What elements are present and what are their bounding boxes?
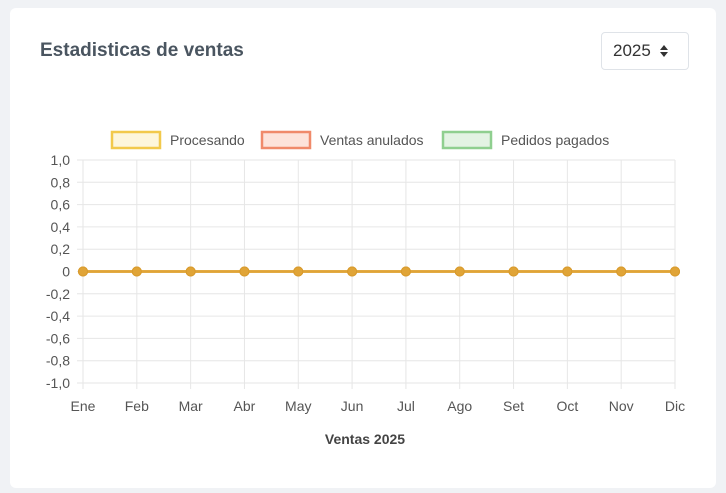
select-arrows-icon (659, 45, 668, 57)
y-tick-label: 0,6 (51, 197, 71, 213)
year-select[interactable]: 2025 (601, 32, 689, 70)
y-tick-label: -1,0 (46, 375, 70, 391)
legend-label: Procesando (170, 132, 245, 148)
data-point (131, 266, 142, 277)
x-tick-label: Ene (71, 398, 96, 414)
chart-grid (77, 159, 676, 389)
legend-item: Procesando (110, 130, 245, 150)
y-tick-label: 1,0 (51, 152, 71, 168)
legend-swatch (260, 130, 312, 150)
data-point (454, 266, 465, 277)
data-point (400, 266, 411, 277)
data-point (78, 266, 88, 277)
legend-item: Pedidos pagados (441, 130, 609, 150)
year-select-value: 2025 (613, 41, 651, 60)
data-point (562, 266, 573, 277)
x-tick-label: May (285, 398, 311, 414)
x-tick-label: Abr (234, 398, 256, 414)
y-tick-label: -0,4 (46, 308, 70, 324)
data-point (185, 266, 196, 277)
card-title: Estadisticas de ventas (40, 40, 244, 61)
legend-item: Ventas anulados (260, 130, 424, 150)
y-tick-label: 0 (62, 264, 70, 280)
data-point (347, 266, 358, 277)
legend-label: Pedidos pagados (501, 132, 609, 148)
y-tick-label: -0,8 (46, 353, 70, 369)
data-point (670, 266, 680, 277)
x-tick-label: Nov (609, 398, 634, 414)
y-tick-label: 0,2 (51, 241, 71, 257)
x-axis-title: Ventas 2025 (325, 431, 405, 447)
y-tick-label: -0,6 (46, 330, 70, 346)
chart-legend: Procesando Ventas anulados Pedidos pagados (110, 130, 609, 150)
y-tick-label: 0,8 (51, 174, 71, 190)
data-point (616, 266, 627, 277)
x-axis-ticks: Ene Feb Mar Abr May Jun Jul Ago Set Oct Nov Dic (71, 398, 686, 414)
x-tick-label: Dic (665, 398, 685, 414)
y-axis-ticks: 1,0 0,8 0,6 0,4 0,2 0 -0,2 -0,4 -0,6 -0,8 -1,0 (46, 152, 70, 391)
y-tick-label: 0,4 (51, 219, 71, 235)
sales-stats-card: Estadisticas de ventas 2025 (10, 8, 716, 488)
y-tick-label: -0,2 (46, 286, 70, 302)
data-point (508, 266, 519, 277)
x-tick-label: Mar (179, 398, 203, 414)
x-tick-label: Jun (341, 398, 364, 414)
x-tick-label: Feb (125, 398, 149, 414)
x-tick-label: Oct (556, 398, 578, 414)
x-tick-label: Ago (447, 398, 472, 414)
data-point (293, 266, 304, 277)
x-tick-label: Set (503, 398, 524, 414)
chart-series (78, 266, 680, 277)
legend-label: Ventas anulados (320, 132, 424, 148)
data-point (239, 266, 250, 277)
legend-swatch (441, 130, 493, 150)
x-tick-label: Jul (397, 398, 415, 414)
legend-swatch (110, 130, 162, 150)
